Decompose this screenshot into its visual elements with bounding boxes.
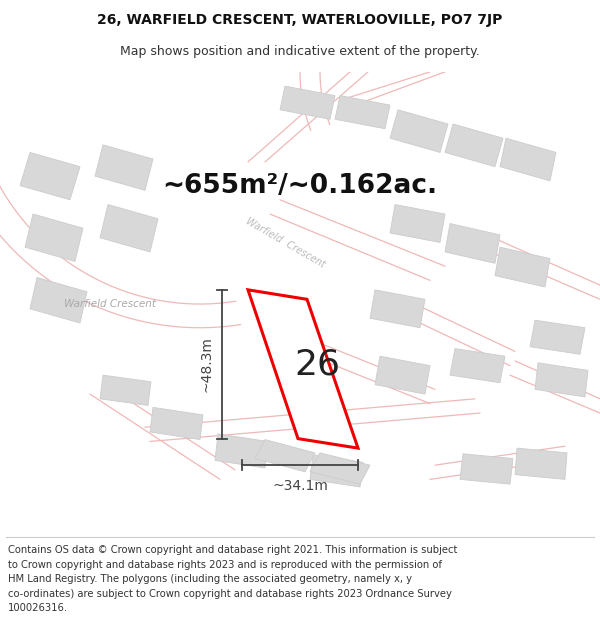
Polygon shape — [390, 204, 445, 242]
Polygon shape — [375, 356, 430, 394]
Polygon shape — [310, 455, 363, 487]
Polygon shape — [495, 248, 550, 287]
Text: ~655m²/~0.162ac.: ~655m²/~0.162ac. — [163, 173, 437, 199]
Polygon shape — [255, 439, 315, 472]
Polygon shape — [280, 86, 335, 119]
Polygon shape — [310, 453, 370, 484]
Polygon shape — [390, 110, 448, 152]
Polygon shape — [20, 152, 80, 200]
Text: ~34.1m: ~34.1m — [272, 479, 328, 493]
Polygon shape — [150, 408, 203, 439]
Polygon shape — [450, 349, 505, 382]
Polygon shape — [370, 290, 425, 328]
Text: ~48.3m: ~48.3m — [199, 336, 213, 392]
Polygon shape — [30, 278, 87, 323]
Polygon shape — [445, 124, 503, 167]
Text: 100026316.: 100026316. — [8, 603, 68, 613]
Text: Warfield Crescent: Warfield Crescent — [64, 299, 156, 309]
Polygon shape — [25, 214, 83, 261]
Polygon shape — [535, 363, 588, 397]
Polygon shape — [248, 290, 358, 448]
Polygon shape — [335, 96, 390, 129]
Polygon shape — [100, 375, 151, 406]
Text: 26, WARFIELD CRESCENT, WATERLOOVILLE, PO7 7JP: 26, WARFIELD CRESCENT, WATERLOOVILLE, PO… — [97, 13, 503, 27]
Text: co-ordinates) are subject to Crown copyright and database rights 2023 Ordnance S: co-ordinates) are subject to Crown copyr… — [8, 589, 452, 599]
Polygon shape — [460, 454, 513, 484]
Polygon shape — [515, 448, 567, 479]
Polygon shape — [445, 224, 500, 263]
Polygon shape — [530, 320, 585, 354]
Polygon shape — [215, 434, 268, 468]
Text: Warfield  Crescent: Warfield Crescent — [244, 216, 326, 269]
Polygon shape — [500, 138, 556, 181]
Polygon shape — [100, 204, 158, 252]
Text: 26: 26 — [295, 348, 341, 381]
Text: Contains OS data © Crown copyright and database right 2021. This information is : Contains OS data © Crown copyright and d… — [8, 545, 457, 555]
Polygon shape — [95, 145, 153, 191]
Text: HM Land Registry. The polygons (including the associated geometry, namely x, y: HM Land Registry. The polygons (includin… — [8, 574, 412, 584]
Text: to Crown copyright and database rights 2023 and is reproduced with the permissio: to Crown copyright and database rights 2… — [8, 559, 442, 569]
Text: Map shows position and indicative extent of the property.: Map shows position and indicative extent… — [120, 45, 480, 58]
